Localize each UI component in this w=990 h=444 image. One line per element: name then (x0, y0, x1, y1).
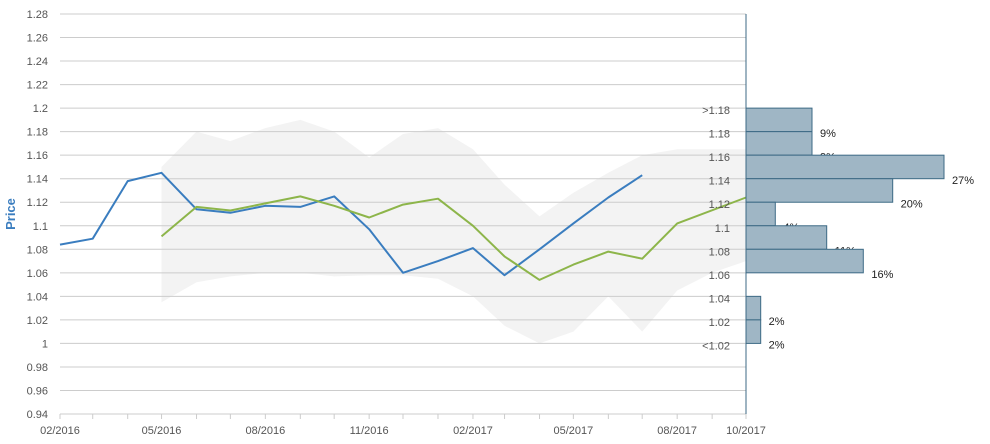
x-tick-label: 11/2016 (350, 425, 389, 437)
x-tick-label: 05/2017 (553, 425, 593, 437)
y-tick-label: 0.96 (27, 385, 48, 397)
histogram-percent-label: 9% (820, 128, 836, 140)
y-axis-label: Price (3, 198, 18, 230)
y-tick-labels: 1.28 1.26 1.24 1.22 1.2 1.18 1.16 1.14 1.12 1.1 1.… (27, 9, 48, 421)
x-tick-label: 08/2017 (657, 425, 697, 437)
histogram-bar (745, 295, 762, 321)
gridlines (60, 13, 746, 391)
forecast-range-band (161, 119, 746, 344)
y-tick-label: 1.24 (27, 56, 48, 68)
histogram-percent-label: 16% (871, 269, 893, 281)
y-tick-label: 0.94 (27, 409, 48, 421)
histogram-bin-label: 1.16 (709, 152, 730, 164)
x-tick-label: 08/2016 (245, 425, 285, 437)
histogram-bar (745, 248, 864, 274)
y-tick-label: 1 (42, 338, 48, 350)
histogram-bin-label: 1.18 (709, 129, 730, 141)
y-tick-label: 1.16 (27, 150, 48, 162)
y-tick-label: 1.2 (33, 103, 48, 115)
histogram-percent-label: 27% (952, 175, 974, 187)
y-tick-label: 1.06 (27, 268, 48, 280)
price-series-line-2 (160, 195, 747, 281)
histogram-bar (745, 131, 813, 156)
histogram-bin-label: 1.08 (709, 246, 730, 258)
y-tick-label: 1.28 (27, 9, 48, 21)
y-tick-label: 1.14 (27, 174, 48, 186)
histogram-bar (745, 225, 828, 250)
y-tick-label: 1.22 (27, 80, 48, 92)
y-tick-label: 1.04 (27, 291, 48, 303)
y-tick-label: 0.98 (27, 362, 48, 374)
histogram-bin-label: 1.06 (709, 270, 730, 282)
x-tick-label: 10/2017 (726, 425, 766, 437)
forecast-range-band-layer (161, 119, 746, 344)
x-tick-labels: 02/2016 05/2016 08/2016 11/2016 02/2017 05/20… (40, 414, 766, 437)
histogram-bar (745, 319, 762, 344)
x-tick-label: 05/2016 (142, 425, 182, 437)
histogram-bin-label: 1.12 (709, 199, 730, 211)
y-tick-label: 1.18 (27, 127, 48, 139)
histogram-bin-label: >1.18 (702, 105, 730, 117)
x-tick-label: 02/2016 (40, 425, 80, 437)
histogram-percent-label: 2% (769, 316, 785, 328)
histogram-percent-label: 20% (901, 198, 923, 210)
histogram-bin-label: 1.1 (715, 223, 730, 235)
y-tick-label: 1.26 (27, 33, 48, 45)
histogram-percent-label: 2% (769, 340, 785, 352)
price-series-layer (59, 171, 747, 281)
x-tick-label: 02/2017 (453, 425, 493, 437)
histogram-bar (745, 107, 813, 133)
price-distribution-histogram: >1.189%1.189%1.1627%1.1420%1.124%1.111%1… (702, 105, 974, 352)
price-series-line-1 (59, 171, 643, 277)
histogram-bin-label: 1.02 (709, 317, 730, 329)
histogram-bin-label: 1.14 (709, 176, 730, 188)
histogram-bin-label: <1.02 (702, 340, 730, 352)
y-tick-label: 1.1 (33, 221, 48, 233)
histogram-bar (745, 201, 776, 227)
histogram-bin-label: 1.04 (709, 293, 730, 305)
histogram-bar (745, 154, 945, 180)
y-tick-label: 1.12 (27, 197, 48, 209)
histogram-bar (745, 178, 894, 203)
y-tick-label: 1.08 (27, 244, 48, 256)
y-tick-label: 1.02 (27, 315, 48, 327)
